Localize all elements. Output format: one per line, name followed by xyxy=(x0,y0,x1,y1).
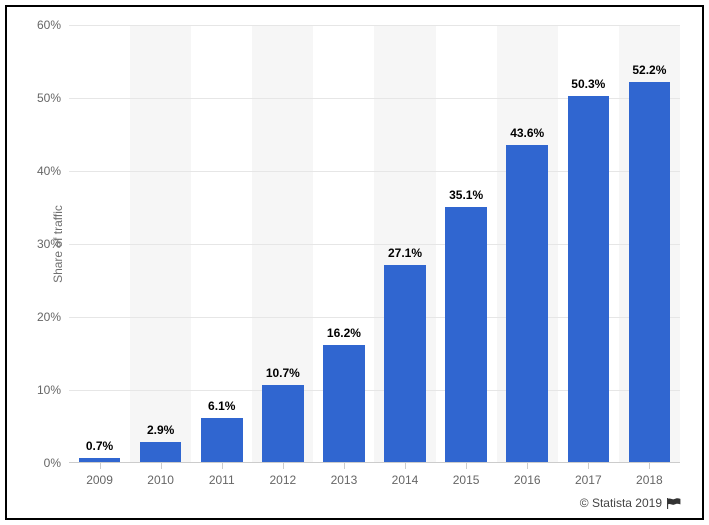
bar-slot: 52.2%2018 xyxy=(619,25,680,463)
bar-value-label: 50.3% xyxy=(571,77,605,96)
bar-slot: 0.7%2009 xyxy=(69,25,130,463)
chart-frame: 0%10%20%30%40%50%60% Share of traffic 0.… xyxy=(5,5,704,520)
bar-value-label: 16.2% xyxy=(327,326,361,345)
bar-slot: 2.9%2010 xyxy=(130,25,191,463)
bar-value-label: 43.6% xyxy=(510,126,544,145)
flag-icon xyxy=(666,498,682,509)
bar-value-label: 10.7% xyxy=(266,366,300,385)
x-tick-label: 2018 xyxy=(636,463,663,487)
bar-value-label: 0.7% xyxy=(86,439,113,458)
x-tick-label: 2010 xyxy=(147,463,174,487)
bar-slot: 10.7%2012 xyxy=(252,25,313,463)
y-axis-title: Share of traffic xyxy=(51,205,65,283)
bar-value-label: 52.2% xyxy=(632,63,666,82)
bar: 16.2% xyxy=(323,345,365,463)
bar: 35.1% xyxy=(445,207,487,463)
bar: 10.7% xyxy=(262,385,304,463)
bar-value-label: 27.1% xyxy=(388,246,422,265)
x-tick-label: 2016 xyxy=(514,463,541,487)
x-tick-label: 2014 xyxy=(392,463,419,487)
bar-slot: 35.1%2015 xyxy=(436,25,497,463)
y-tick-label: 20% xyxy=(37,310,69,324)
chart-plot-area: 0%10%20%30%40%50%60% Share of traffic 0.… xyxy=(69,25,680,463)
bar-value-label: 2.9% xyxy=(147,423,174,442)
y-tick-label: 10% xyxy=(37,383,69,397)
bar-slot: 50.3%2017 xyxy=(558,25,619,463)
bar-slot: 6.1%2011 xyxy=(191,25,252,463)
bar-slot: 43.6%2016 xyxy=(497,25,558,463)
bar: 43.6% xyxy=(506,145,548,463)
bar-value-label: 35.1% xyxy=(449,188,483,207)
attribution: © Statista 2019 xyxy=(580,496,682,510)
attribution-text: © Statista 2019 xyxy=(580,496,662,510)
x-axis-line xyxy=(69,462,680,463)
bar: 50.3% xyxy=(568,96,610,463)
bar: 52.2% xyxy=(629,82,671,463)
y-tick-label: 40% xyxy=(37,164,69,178)
bar-value-label: 6.1% xyxy=(208,399,235,418)
bar: 6.1% xyxy=(201,418,243,463)
x-tick-label: 2009 xyxy=(86,463,113,487)
y-tick-label: 50% xyxy=(37,91,69,105)
y-tick-label: 60% xyxy=(37,18,69,32)
bars-container: 0.7%20092.9%20106.1%201110.7%201216.2%20… xyxy=(69,25,680,463)
x-tick-label: 2011 xyxy=(209,463,235,487)
x-tick-label: 2013 xyxy=(331,463,358,487)
x-tick-label: 2012 xyxy=(269,463,296,487)
x-tick-label: 2017 xyxy=(575,463,602,487)
y-tick-label: 0% xyxy=(44,456,69,470)
bar-slot: 16.2%2013 xyxy=(313,25,374,463)
x-tick-label: 2015 xyxy=(453,463,480,487)
bar-slot: 27.1%2014 xyxy=(374,25,435,463)
bar: 2.9% xyxy=(140,442,182,463)
bar: 27.1% xyxy=(384,265,426,463)
